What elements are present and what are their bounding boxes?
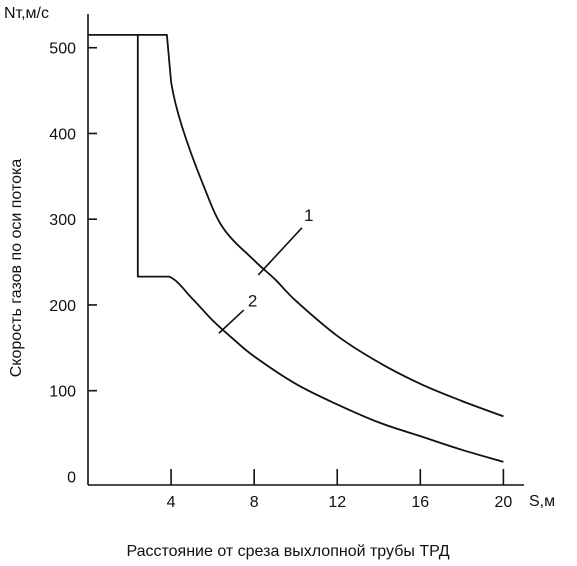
x-axis-title: Расстояние от среза выхлопной трубы ТРД [126,543,449,560]
x-tick-label-4: 4 [167,494,176,511]
y-tick-label-0: 0 [67,469,76,486]
series-1-line [88,34,504,418]
series-layer [88,34,504,463]
series-2-line [136,34,504,463]
y-tick-label-400: 400 [49,126,76,143]
series-1-leader-line [257,227,303,276]
y-axis-title: Скорость газов по оси потока [8,159,25,378]
x-axis-unit-label: S,м [529,493,555,510]
series-1-label: 1 [304,206,313,225]
x-tick-label-8: 8 [250,494,259,511]
y-tick-label-300: 300 [49,212,76,229]
y-tick-label-200: 200 [49,298,76,315]
x-tick-label-16: 16 [411,494,429,511]
labels-layer: 1 2 [218,206,313,334]
x-tick-label-12: 12 [328,494,346,511]
y-axis-unit-label: Nт,м/с [4,5,49,22]
y-tick-label-500: 500 [49,41,76,58]
x-tick-label-20: 20 [494,494,512,511]
series-2-leader-line [218,309,245,334]
series-2-label: 2 [248,292,257,311]
axes [87,14,524,486]
y-tick-label-100: 100 [49,384,76,401]
